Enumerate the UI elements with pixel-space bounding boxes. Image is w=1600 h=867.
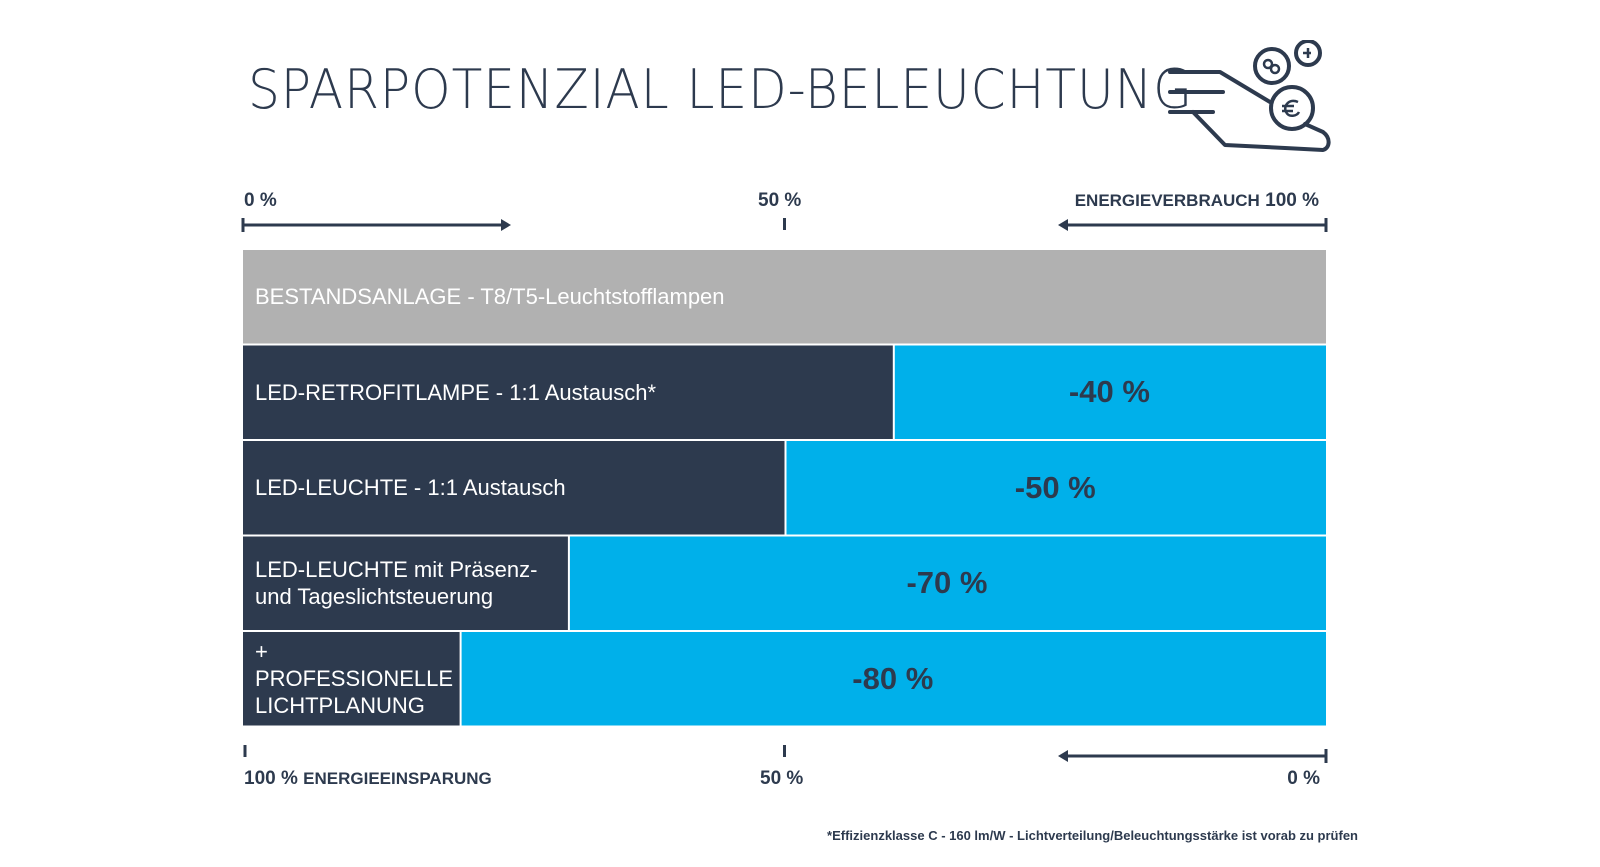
footnote: *Effizienzklasse C - 160 lm/W - Lichtver… [827, 828, 1358, 843]
top-axis-label-50: 50 % [758, 190, 802, 211]
bottom-axis-title: ENERGIEEINSPARUNG [303, 769, 492, 788]
category-label-2: LED-LEUCHTE - 1:1 Austausch [255, 475, 566, 501]
top-axis-left-arrow-line [241, 218, 505, 232]
bottom-axis-label-100: 100 % ENERGIEEINSPARUNG [244, 768, 492, 790]
top-axis-value: 100 % [1265, 190, 1319, 211]
hand-with-coins-icon [1168, 40, 1331, 152]
top-axis-right-arrow-line [1064, 218, 1328, 232]
top-axis-right-arrowhead [1058, 219, 1068, 231]
top-axis-left-arrowhead [501, 219, 511, 231]
bottom-axis-right-arrowhead [1058, 750, 1068, 762]
data-label-3: -70 % [906, 565, 988, 601]
category-label-0: BESTANDSANLAGE - T8/T5-Leuchtstofflampen [255, 284, 725, 310]
category-label-1: LED-RETROFITLAMPE - 1:1 Austausch* [255, 379, 657, 405]
bottom-axis-value: 100 % [244, 768, 298, 789]
top-axis-label-100: ENERGIEVERBRAUCH 100 % [1075, 190, 1319, 212]
bottom-axis-label-50: 50 % [760, 768, 804, 789]
category-label-3: LED-LEUCHTE mit Präsenz- und Tageslichts… [255, 557, 538, 610]
page-title: SPARPOTENZIAL LED-BELEUCHTUNG [248, 58, 1194, 121]
top-axis-label-0: 0 % [244, 190, 277, 211]
category-label-4: + PROFESSIONELLE LICHTPLANUNG [255, 639, 454, 719]
bottom-axis-right-arrow-line [1064, 749, 1328, 763]
data-label-4: -80 % [852, 660, 934, 696]
top-axis-title: ENERGIEVERBRAUCH [1074, 191, 1260, 210]
bottom-axis-label-0: 0 % [1287, 768, 1320, 789]
data-label-1: -40 % [1068, 374, 1150, 410]
data-label-2: -50 % [1014, 469, 1096, 505]
